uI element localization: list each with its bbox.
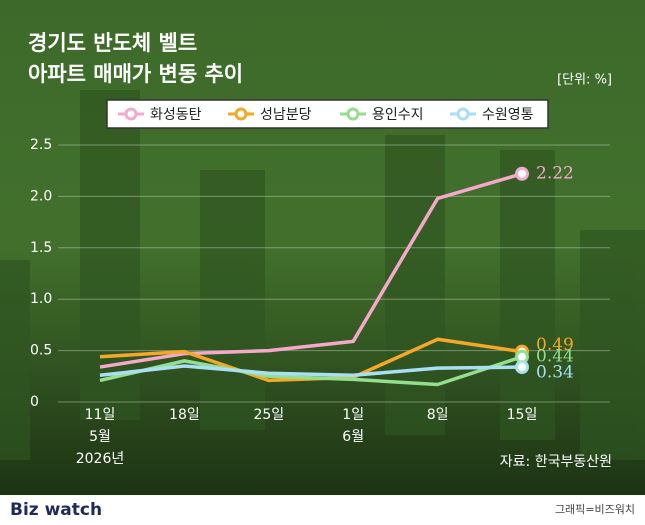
- legend-marker: [124, 107, 138, 121]
- x-month-label: 6월: [342, 429, 364, 445]
- x-tick-label: 11일: [85, 407, 116, 423]
- legend-label: 성남분당: [260, 107, 312, 123]
- y-tick-label: 1.0: [30, 291, 52, 307]
- value-label: 0.44: [536, 346, 574, 366]
- value-label: 2.22: [536, 163, 574, 183]
- legend-label: 수원영통: [482, 107, 534, 123]
- x-tick-label: 18일: [169, 407, 200, 423]
- series-line: [99, 355, 523, 387]
- unit-label: [단위: %]: [557, 73, 612, 88]
- brand-logo: Biz watch: [10, 500, 102, 520]
- y-tick-label: 2.5: [30, 137, 52, 153]
- end-marker: [515, 360, 529, 375]
- footer-bar: [0, 495, 645, 525]
- x-tick-label: 25일: [253, 407, 284, 423]
- y-tick-label: 0: [30, 394, 39, 410]
- value-label: 0.34: [536, 363, 574, 383]
- x-tick-label: 1일: [342, 407, 364, 423]
- city-silhouette: [0, 90, 645, 460]
- legend-marker: [456, 107, 470, 121]
- y-tick-label: 1.5: [30, 240, 52, 256]
- chart-subtitle: 아파트 매매가 변동 추이: [28, 62, 243, 86]
- x-tick-label: 8일: [427, 407, 449, 423]
- x-year-label: 2026년: [76, 451, 125, 467]
- legend-marker: [346, 107, 360, 121]
- x-month-label: 5월: [89, 429, 111, 445]
- y-tick-label: 2.0: [30, 188, 52, 204]
- legend-label: 화성동탄: [150, 107, 202, 123]
- source: 자료: 한국부동산원: [500, 454, 612, 470]
- chart-title: 경기도 반도체 벨트: [28, 31, 197, 55]
- y-tick-label: 0.5: [30, 343, 52, 359]
- series-line: [99, 364, 523, 378]
- series-line: [99, 172, 523, 369]
- credit: 그래픽=비즈워치: [555, 503, 635, 516]
- x-tick-label: 15일: [507, 407, 538, 423]
- end-marker: [515, 166, 529, 181]
- legend-label: 용인수지: [372, 107, 424, 123]
- legend-marker: [234, 107, 248, 121]
- value-label: 0.49: [536, 335, 574, 355]
